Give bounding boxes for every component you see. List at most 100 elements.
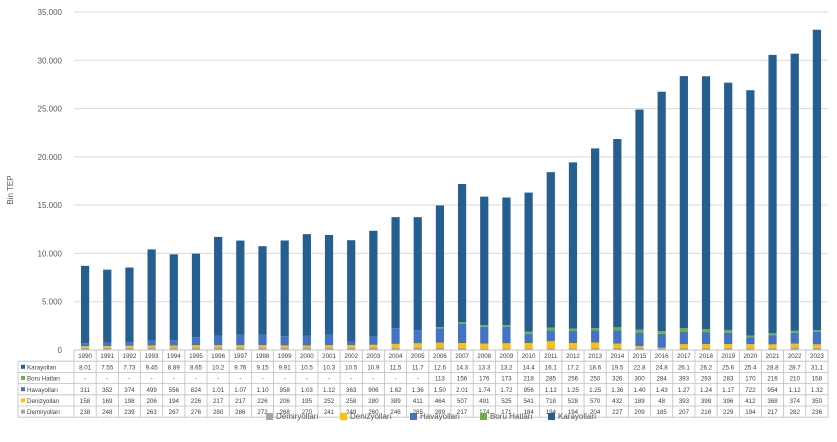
data-label: 293	[701, 376, 712, 383]
bar-segment-havayollar-	[214, 335, 222, 345]
data-label: 226	[257, 398, 268, 405]
y-tick-label: 15.000	[38, 201, 63, 210]
table-legend-key	[21, 376, 25, 380]
bar-segment-denizyollar-	[391, 344, 399, 348]
data-label: 282	[790, 409, 801, 416]
data-label: 8.01	[79, 364, 92, 371]
bar-segment-karayollar-	[214, 237, 222, 336]
legend-entry: Demiryolları	[276, 412, 319, 421]
bar-segment-boru-hatlar-	[436, 327, 444, 328]
data-label: 1.24	[700, 387, 713, 394]
bar-segment-karayollar-	[569, 162, 577, 328]
data-label: 229	[723, 409, 734, 416]
bar-segment-boru-hatlar-	[525, 332, 533, 334]
data-label: -	[239, 376, 241, 383]
data-label: 722	[745, 387, 756, 394]
bar-segment-boru-hatlar-	[480, 325, 488, 327]
bar-segment-denizyollar-	[724, 344, 732, 348]
data-label: 1.72	[500, 387, 513, 394]
data-label: 507	[457, 398, 468, 405]
bar-segment-havayollar-	[458, 324, 466, 343]
x-tick-label: 1996	[211, 353, 225, 360]
data-label: -	[173, 376, 175, 383]
data-label: -	[84, 376, 86, 383]
bar-segment-karayollar-	[813, 30, 821, 330]
bar-segment-denizyollar-	[236, 345, 244, 347]
data-label: 906	[368, 387, 379, 394]
bar-segment-karayollar-	[525, 193, 533, 332]
bar-segment-denizyollar-	[569, 343, 577, 348]
data-label: 189	[634, 398, 645, 405]
y-axis-ticks: 05.00010.00015.00020.00025.00030.00035.0…	[38, 8, 63, 355]
bar-segment-boru-hatlar-	[791, 331, 799, 333]
data-label: -	[151, 376, 153, 383]
data-label: 14.3	[456, 364, 469, 371]
x-tick-label: 2007	[455, 353, 469, 360]
bar-segment-boru-hatlar-	[591, 328, 599, 330]
bar-segment-denizyollar-	[192, 345, 200, 347]
bar-segment-havayollar-	[436, 328, 444, 342]
table-row-label: Denizyolları	[27, 398, 60, 405]
data-label: 25.4	[744, 364, 757, 371]
bar-segment-havayollar-	[813, 332, 821, 345]
data-label: 398	[701, 398, 712, 405]
bar-segment-karayollar-	[81, 266, 89, 343]
data-label: 246	[390, 409, 401, 416]
bar-segment-havayollar-	[103, 343, 111, 346]
bar-segment-havayollar-	[525, 334, 533, 343]
bar-segment-denizyollar-	[170, 346, 178, 348]
x-tick-label: 1997	[233, 353, 247, 360]
x-tick-label: 2017	[677, 353, 691, 360]
data-label: 206	[146, 398, 157, 405]
bar-segment-denizyollar-	[613, 344, 621, 348]
data-label: 258	[346, 398, 357, 405]
x-tick-label: 2011	[544, 353, 558, 360]
x-tick-label: 2002	[344, 353, 358, 360]
table-legend-key	[21, 410, 25, 414]
bar-segment-karayollar-	[414, 217, 422, 330]
x-tick-label: 2020	[743, 353, 757, 360]
bar-segment-demiryollar-	[414, 347, 422, 350]
x-tick-label: 2008	[477, 353, 491, 360]
data-label: 326	[612, 376, 623, 383]
data-label: 368	[767, 398, 778, 405]
legend-swatch	[548, 413, 555, 420]
bar-segment-boru-hatlar-	[547, 328, 555, 331]
table-row-label: Demiryolları	[27, 409, 60, 416]
bar-segment-karayollar-	[480, 197, 488, 325]
x-tick-label: 2006	[433, 353, 447, 360]
table-row-label: Havayolları	[27, 387, 58, 394]
bar-segment-boru-hatlar-	[680, 328, 688, 332]
x-tick-label: 2004	[389, 353, 403, 360]
bar-segment-boru-hatlar-	[768, 333, 776, 335]
data-label: 389	[390, 398, 401, 405]
data-label: 216	[767, 376, 778, 383]
bar-segment-boru-hatlar-	[635, 330, 643, 333]
x-tick-label: 1994	[167, 353, 181, 360]
bar-segment-havayollar-	[81, 343, 89, 346]
data-label: 216	[701, 409, 712, 416]
data-label: -	[217, 376, 219, 383]
x-tick-label: 2023	[810, 353, 824, 360]
bar-segment-havayollar-	[768, 335, 776, 344]
x-tick-label: 2014	[610, 353, 624, 360]
data-label: 374	[790, 398, 801, 405]
x-tick-label: 2015	[633, 353, 647, 360]
bar-segment-karayollar-	[347, 240, 355, 341]
bar-segment-havayollar-	[258, 335, 266, 346]
y-tick-label: 20.000	[38, 153, 63, 162]
data-label: 2.01	[456, 387, 469, 394]
bar-segment-denizyollar-	[148, 345, 156, 347]
x-tick-label: 1991	[100, 353, 114, 360]
bar-segment-denizyollar-	[525, 343, 533, 348]
x-tick-label: 1998	[256, 353, 270, 360]
data-label: 1.36	[611, 387, 624, 394]
bar-segment-havayollar-	[569, 331, 577, 343]
data-label: 284	[657, 376, 668, 383]
data-label: 954	[767, 387, 778, 394]
bar-segment-havayollar-	[414, 330, 422, 343]
data-label: 13.2	[500, 364, 513, 371]
data-label: 1.40	[633, 387, 646, 394]
data-label: 311	[80, 387, 90, 394]
